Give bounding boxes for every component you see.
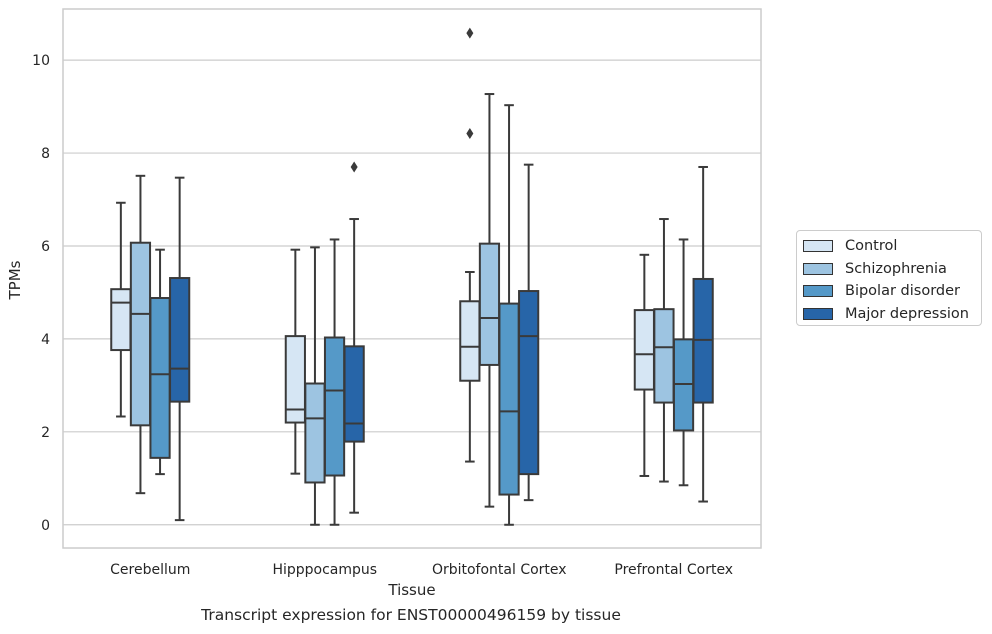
box-control: [633, 253, 655, 477]
legend-label: Control: [845, 238, 898, 255]
legend-label: Major depression: [845, 305, 969, 322]
legend-item: Major depression: [803, 303, 975, 326]
x-axis-title: Tissue: [387, 581, 435, 599]
boxes: [110, 27, 714, 526]
box-bipolar-disorder: [323, 238, 346, 526]
box-iqr: [304, 382, 326, 484]
y-tick-label: 8: [41, 146, 50, 162]
outlier-point: [350, 161, 358, 173]
box-iqr: [498, 302, 520, 496]
box-iqr: [653, 308, 675, 404]
box-bipolar-disorder: [498, 104, 520, 526]
box-iqr: [478, 242, 501, 366]
box-schizophrenia: [129, 174, 152, 495]
box-iqr: [518, 290, 540, 476]
x-tick-label: Prefrontal Cortex: [614, 562, 733, 578]
box-schizophrenia: [478, 93, 501, 508]
plot-frame: [62, 8, 762, 549]
legend: Control Schizophrenia Bipolar disorder Majo…: [796, 230, 982, 326]
legend-swatch: [803, 262, 833, 275]
legend-swatch: [803, 307, 833, 320]
outlier-point: [466, 128, 474, 140]
box-iqr: [129, 241, 152, 427]
outlier-point: [466, 27, 474, 39]
box-major-depression: [692, 165, 714, 503]
y-tick-label: 10: [32, 53, 50, 69]
box-schizophrenia: [304, 246, 326, 526]
box-iqr: [110, 288, 132, 352]
box-control: [110, 201, 132, 418]
x-tick-label: Cerebellum: [110, 562, 190, 578]
box-schizophrenia: [653, 218, 675, 483]
y-tick-label: 0: [41, 518, 50, 534]
y-axis-title: TPMs: [6, 260, 24, 300]
legend-swatch: [803, 285, 833, 298]
box-major-depression: [169, 176, 191, 522]
legend-label: Bipolar disorder: [845, 283, 960, 300]
box-iqr: [633, 309, 655, 391]
legend-item: Schizophrenia: [803, 258, 975, 281]
plot-border: [62, 8, 762, 549]
box-iqr: [169, 277, 191, 403]
y-tick-label: 4: [41, 332, 50, 348]
y-tick-labels: 0 2 4 6 8 10: [32, 53, 50, 534]
x-tick-label: Hipppocampus: [272, 562, 377, 578]
legend-item: Control: [803, 235, 975, 258]
legend-swatch: [803, 240, 833, 253]
box-iqr: [323, 336, 346, 477]
box-major-depression: [343, 161, 365, 514]
box-bipolar-disorder: [672, 238, 695, 487]
chart-caption: Transcript expression for ENST0000049615…: [201, 606, 621, 624]
y-tick-label: 2: [41, 425, 50, 441]
box-bipolar-disorder: [149, 248, 171, 476]
box-iqr: [459, 300, 481, 382]
x-tick-label: Orbitofontal Cortex: [432, 562, 567, 578]
legend-label: Schizophrenia: [845, 260, 947, 277]
box-control: [284, 248, 306, 475]
box-iqr: [343, 345, 365, 443]
box-iqr: [149, 297, 171, 459]
y-tick-label: 6: [41, 239, 50, 255]
box-major-depression: [518, 163, 540, 502]
x-tick-labels: Cerebellum Hipppocampus Orbitofontal Corte…: [110, 562, 733, 578]
legend-item: Bipolar disorder: [803, 280, 975, 303]
box-control: [459, 27, 481, 463]
box-iqr: [284, 335, 306, 424]
